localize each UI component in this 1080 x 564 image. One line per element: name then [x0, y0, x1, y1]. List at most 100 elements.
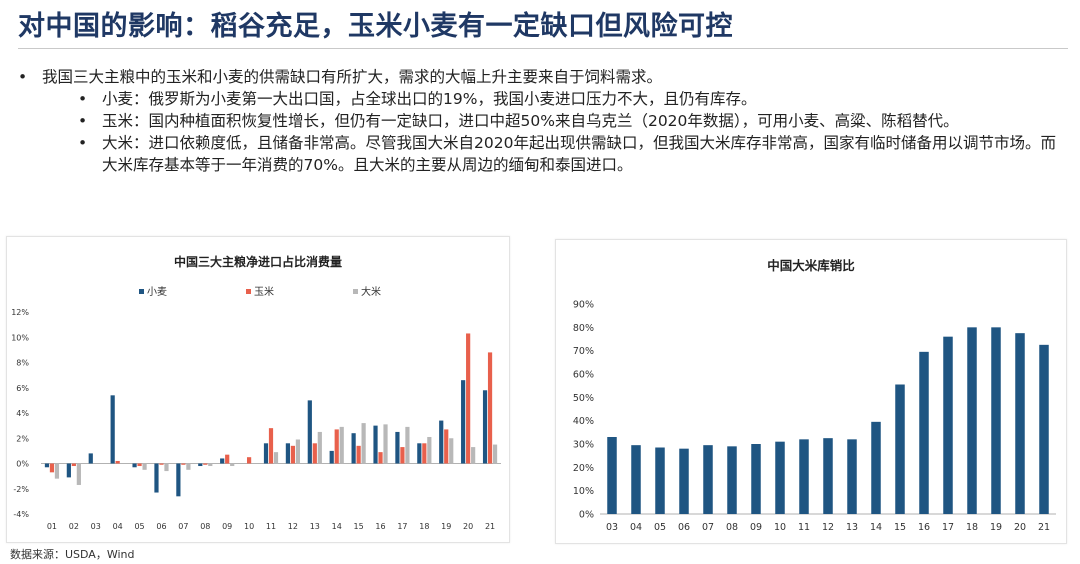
bar-09: [751, 444, 761, 514]
bar-玉米-21: [487, 352, 493, 464]
x-tick-label: 07: [178, 522, 188, 531]
x-tick-label: 09: [222, 522, 232, 531]
y-tick-label: 60%: [573, 370, 594, 381]
bar-玉米-04: [115, 460, 120, 464]
chart-panel-net-import: 中国三大主粮净进口占比消费量 小麦 玉米 大米 -4% -2% 0% 2% 4% 6% 8% 10% 1…: [6, 236, 510, 543]
y-tick-label: 10%: [11, 333, 29, 342]
bar-20: [1015, 333, 1025, 514]
title-divider: [18, 48, 1068, 49]
x-tick-label: 06: [678, 522, 690, 533]
x-tick-label: 12: [288, 522, 298, 531]
x-tick-label: 01: [47, 522, 57, 531]
bar-大米-05: [142, 463, 147, 470]
y-tick-label: 0%: [16, 460, 29, 469]
bullet-corn: 玉米：国内种植面积恢复性增长，但仍有一定缺口，进口中超50%来自乌克兰（2020…: [18, 110, 1068, 132]
x-tick-label: 17: [942, 522, 954, 533]
y-tick-label: 80%: [573, 323, 594, 334]
x-tick-label: 15: [894, 522, 906, 533]
x-tick-label: 15: [354, 522, 364, 531]
bar-玉米-19: [444, 429, 449, 464]
x-tick-label: 18: [419, 522, 429, 531]
bar-大米-17: [405, 426, 410, 464]
x-tick-label: 21: [485, 522, 495, 531]
bar-13: [847, 439, 857, 514]
x-tick-label: 10: [774, 522, 786, 533]
chart-title: 中国三大主粮净进口占比消费量: [174, 254, 342, 269]
bar-玉米-14: [334, 429, 339, 464]
bar-大米-02: [76, 463, 81, 485]
bar-小麦-17: [395, 431, 400, 464]
legend-swatch-玉米: [246, 289, 251, 294]
y-tick-label: 40%: [573, 416, 594, 427]
x-tick-label: 09: [750, 522, 762, 533]
bar-玉米-16: [378, 452, 383, 464]
bar-大米-15: [361, 423, 366, 464]
bar-10: [775, 441, 785, 514]
bar-小麦-03: [88, 453, 93, 464]
y-tick-label: -4%: [13, 510, 29, 519]
bullet-main: 我国三大主粮中的玉米和小麦的供需缺口有所扩大，需求的大幅上升主要来自于饲料需求。: [18, 66, 1068, 88]
y-tick-label: 70%: [573, 346, 594, 357]
bar-小麦-01: [44, 463, 50, 468]
x-tick-label: 11: [798, 522, 810, 533]
x-tick-label: 08: [726, 522, 738, 533]
bar-小麦-09: [220, 458, 225, 464]
bullet-wheat: 小麦：俄罗斯为小麦第一大出口国，占全球出口的19%，我国小麦进口压力不大，且仍有…: [18, 88, 1068, 110]
y-tick-label: 6%: [16, 384, 29, 393]
bar-大米-07: [186, 463, 191, 470]
bar-06: [679, 448, 689, 514]
bar-小麦-04: [110, 395, 115, 464]
bar-大米-01: [54, 463, 60, 479]
bar-玉米-01: [49, 463, 55, 473]
y-tick-label: 30%: [573, 440, 594, 451]
bar-大米-06: [164, 463, 169, 472]
bar-小麦-19: [439, 420, 444, 464]
bar-小麦-20: [461, 380, 466, 464]
y-tick-label: 2%: [16, 434, 29, 443]
bar-18: [967, 327, 977, 514]
bar-04: [631, 445, 641, 514]
x-tick-label: 10: [244, 522, 254, 531]
bar-小麦-05: [132, 463, 137, 468]
bar-玉米-12: [290, 445, 296, 464]
bar-小麦-14: [329, 450, 334, 464]
x-tick-label: 16: [375, 522, 385, 531]
y-tick-label: 12%: [11, 308, 29, 317]
x-tick-label: 03: [606, 522, 618, 533]
rice-stock-ratio-chart: 中国大米库销比 0% 10% 20% 30% 40% 50% 60% 70% 80% 90% 03 04…: [573, 258, 1056, 533]
bar-大米-11: [273, 452, 279, 464]
bar-14: [871, 421, 881, 514]
x-tick-label: 12: [822, 522, 834, 533]
x-tick-label: 19: [441, 522, 451, 531]
x-tick-label: 05: [654, 522, 666, 533]
bar-大米-09: [230, 463, 235, 467]
bar-玉米-02: [71, 463, 76, 467]
bar-小麦-16: [373, 425, 378, 464]
x-tick-label: 04: [630, 522, 642, 533]
x-tick-label: 19: [990, 522, 1002, 533]
chart-title: 中国大米库销比: [767, 258, 855, 273]
legend-label-大米: 大米: [361, 285, 381, 298]
bar-19: [991, 327, 1001, 514]
data-source-note: 数据来源：USDA，Wind: [10, 548, 135, 561]
x-tick-label: 13: [310, 522, 320, 531]
y-tick-label: 20%: [573, 463, 594, 474]
bar-大米-18: [427, 436, 432, 464]
bar-05: [655, 447, 665, 514]
x-tick-label: 13: [846, 522, 858, 533]
bar-大米-21: [492, 444, 498, 464]
bar-小麦-15: [351, 433, 356, 464]
bar-玉米-13: [312, 443, 317, 464]
bar-大米-13: [317, 431, 322, 464]
bar-17: [943, 336, 953, 514]
bar-大米-12: [295, 439, 301, 464]
bar-玉米-06: [159, 463, 164, 465]
legend-label-玉米: 玉米: [254, 285, 274, 298]
x-tick-label: 20: [1014, 522, 1026, 533]
x-tick-label: 16: [918, 522, 930, 533]
y-tick-label: 4%: [16, 409, 29, 418]
bar-大米-20: [471, 447, 476, 464]
bar-大米-14: [339, 426, 344, 464]
bar-小麦-08: [198, 463, 203, 467]
bar-11: [799, 439, 809, 514]
